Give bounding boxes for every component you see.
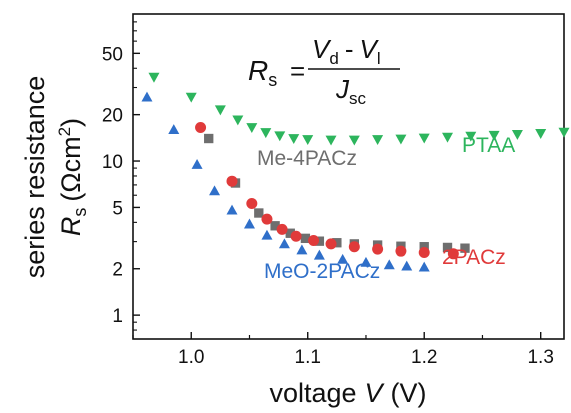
y-tick-label: 1 <box>112 306 123 327</box>
y-tick-label: 20 <box>102 106 123 127</box>
point-meo-2pacz <box>313 249 325 260</box>
x-tick-label: 1.1 <box>295 347 321 368</box>
point-meo-2pacz <box>278 238 290 249</box>
point-meo-2pacz <box>226 204 238 215</box>
point-me-4pacz <box>300 233 311 244</box>
point-2pacz <box>276 223 288 235</box>
point-ptaa <box>558 127 570 138</box>
point-ptaa <box>325 135 337 146</box>
point-2pacz <box>348 241 360 253</box>
point-me-4pacz <box>254 208 264 218</box>
y-axis-label-line2: Rs(Ωcm2) <box>55 118 90 236</box>
point-2pacz <box>395 245 407 257</box>
point-ptaa <box>274 131 286 142</box>
y-tick-label: 50 <box>102 44 123 65</box>
point-ptaa <box>511 129 523 140</box>
point-me-4pacz <box>332 238 342 248</box>
series-label-me-4pacz: Me-4PACz <box>257 147 357 170</box>
svg-text:Rs: Rs <box>248 55 277 90</box>
point-ptaa <box>260 128 272 139</box>
point-me-4pacz <box>314 236 325 246</box>
x-tick-label: 1.3 <box>527 347 553 368</box>
x-axis-label: voltage V (V) <box>269 378 426 408</box>
point-me-4pacz <box>419 242 429 252</box>
point-2pacz <box>325 238 337 250</box>
point-ptaa <box>288 134 300 145</box>
point-ptaa <box>465 131 477 142</box>
point-meo-2pacz <box>209 185 221 196</box>
point-ptaa <box>214 105 226 116</box>
point-2pacz <box>195 122 207 134</box>
point-meo-2pacz <box>401 260 413 271</box>
point-meo-2pacz <box>296 244 308 255</box>
point-me-4pacz <box>442 242 453 253</box>
point-2pacz <box>246 198 258 210</box>
point-meo-2pacz <box>141 91 153 102</box>
point-ptaa <box>535 129 547 139</box>
point-me-4pacz <box>270 221 280 231</box>
point-ptaa <box>185 92 197 103</box>
data-marks <box>141 72 570 272</box>
y-tick-label: 2 <box>112 260 123 281</box>
point-me-4pacz <box>285 228 295 238</box>
x-tick-label: 1.2 <box>411 347 437 368</box>
point-me-4pacz <box>460 243 470 253</box>
point-ptaa <box>246 123 258 134</box>
point-2pacz <box>418 246 430 258</box>
point-ptaa <box>488 130 500 141</box>
point-2pacz <box>261 213 273 225</box>
point-2pacz <box>372 243 384 255</box>
point-meo-2pacz <box>261 229 273 240</box>
point-meo-2pacz <box>191 158 203 169</box>
point-ptaa <box>442 132 454 143</box>
point-me-4pacz <box>204 133 214 144</box>
point-ptaa <box>395 134 407 145</box>
axis-ticks: 1.0 1.1 1.2 1.3 1 2 5 10 20 50 <box>102 21 554 368</box>
point-meo-2pacz <box>243 218 255 229</box>
svg-text:Vd-Vl: Vd - Vl <box>312 34 381 68</box>
series-label-ptaa: PTAA <box>462 134 515 157</box>
point-ptaa <box>372 135 384 145</box>
y-tick-label: 5 <box>112 198 123 219</box>
point-2pacz <box>447 248 459 260</box>
svg-text:=: = <box>290 56 305 86</box>
series-label-2pacz: 2PACz <box>442 246 506 269</box>
point-meo-2pacz <box>418 261 430 272</box>
point-meo-2pacz <box>383 259 395 270</box>
point-ptaa <box>148 72 160 83</box>
point-ptaa <box>302 135 314 145</box>
x-tick-label: 1.0 <box>178 347 204 368</box>
point-meo-2pacz <box>337 253 349 264</box>
series-label-meo-2pacz: MeO-2PACz <box>264 260 380 283</box>
point-2pacz <box>308 235 320 247</box>
point-meo-2pacz <box>360 256 372 267</box>
point-meo-2pacz <box>168 124 180 134</box>
point-ptaa <box>232 115 244 126</box>
y-tick-label: 10 <box>102 152 123 173</box>
point-2pacz <box>226 175 238 187</box>
point-ptaa <box>348 135 360 146</box>
equation: Rs = Vd - Vl Jsc <box>248 34 400 108</box>
point-ptaa <box>418 133 430 144</box>
point-2pacz <box>290 230 302 242</box>
y-axis-label-line1: series resistance <box>20 76 50 279</box>
svg-text:Jsc: Jsc <box>335 74 367 108</box>
